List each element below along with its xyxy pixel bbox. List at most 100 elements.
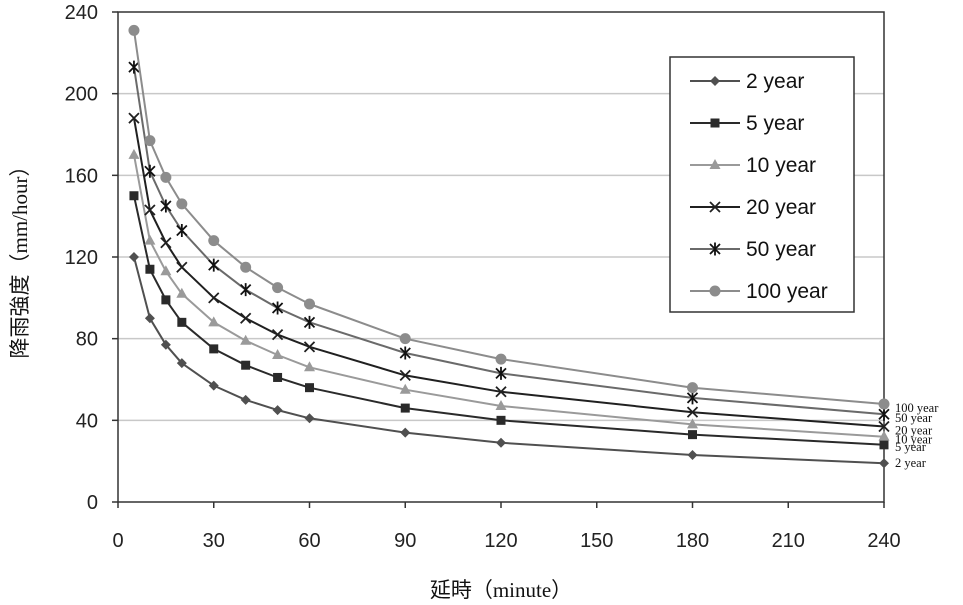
data-point bbox=[208, 258, 220, 272]
series-line bbox=[133, 195, 885, 446]
end-label: 10 year bbox=[895, 433, 933, 447]
data-point bbox=[495, 386, 507, 398]
data-point bbox=[495, 353, 507, 365]
data-point bbox=[144, 234, 156, 245]
end-label: 50 year bbox=[895, 411, 933, 425]
legend-marker bbox=[710, 76, 720, 86]
data-point bbox=[176, 223, 188, 237]
series-50-year bbox=[128, 60, 890, 421]
data-point bbox=[304, 361, 315, 372]
x-tick-label: 120 bbox=[484, 530, 517, 552]
data-point bbox=[304, 298, 315, 310]
data-point bbox=[272, 405, 283, 416]
data-point bbox=[128, 148, 140, 159]
data-point bbox=[144, 313, 155, 324]
legend-marker bbox=[710, 118, 720, 128]
data-point bbox=[305, 383, 314, 393]
x-axis-title: 延時（minute） bbox=[430, 578, 572, 602]
legend-label: 20 year bbox=[746, 196, 816, 219]
y-tick-label: 120 bbox=[65, 247, 98, 269]
data-point bbox=[688, 430, 697, 440]
legend-marker bbox=[709, 201, 721, 213]
data-point bbox=[399, 369, 411, 382]
data-point bbox=[495, 366, 507, 380]
data-point bbox=[400, 427, 411, 438]
data-point bbox=[399, 333, 411, 345]
data-point bbox=[176, 261, 188, 273]
legend: 2 year 5 year 10 year 20 year 50 year 100 yea… bbox=[669, 56, 855, 313]
x-tick-label: 60 bbox=[298, 530, 320, 552]
y-tick-label: 0 bbox=[87, 492, 98, 514]
series-2-year bbox=[128, 252, 889, 469]
data-point bbox=[878, 398, 890, 410]
x-tick-label: 0 bbox=[112, 530, 123, 552]
data-point bbox=[686, 391, 699, 405]
legend-item: 50 year bbox=[690, 238, 816, 261]
series-20-year bbox=[128, 112, 890, 433]
end-label: 2 year bbox=[895, 456, 927, 470]
legend-label: 10 year bbox=[746, 154, 816, 177]
data-point bbox=[495, 400, 507, 411]
data-point bbox=[145, 264, 155, 274]
data-point bbox=[879, 440, 889, 450]
data-point bbox=[687, 450, 698, 461]
legend-label: 100 year bbox=[746, 280, 828, 303]
data-point bbox=[496, 415, 506, 425]
data-point bbox=[208, 235, 220, 247]
y-tick-label: 160 bbox=[65, 165, 98, 187]
data-point bbox=[144, 164, 156, 178]
data-point bbox=[160, 339, 171, 350]
y-tick-label: 240 bbox=[65, 2, 98, 24]
legend-marker bbox=[709, 242, 721, 256]
data-point bbox=[160, 199, 172, 213]
series-lines bbox=[128, 24, 890, 469]
y-axis-title: 降雨強度（mm/hour） bbox=[8, 156, 32, 359]
data-point bbox=[400, 403, 410, 413]
legend-label: 5 year bbox=[746, 112, 804, 135]
data-point bbox=[272, 349, 284, 359]
data-point bbox=[208, 380, 219, 391]
series-5-year bbox=[129, 191, 889, 450]
data-point bbox=[160, 237, 172, 249]
y-axis-ticks: 0 40 80 120 160 200 240 bbox=[65, 2, 118, 514]
data-point bbox=[128, 252, 139, 262]
x-tick-label: 30 bbox=[203, 530, 225, 552]
legend-item: 100 year bbox=[690, 280, 828, 303]
data-point bbox=[496, 437, 506, 448]
data-point bbox=[240, 334, 252, 345]
data-point bbox=[128, 24, 140, 36]
data-point bbox=[129, 191, 139, 201]
legend-item: 10 year bbox=[690, 154, 816, 177]
legend-marker bbox=[709, 159, 721, 169]
data-point bbox=[177, 317, 187, 327]
data-point bbox=[160, 265, 172, 276]
x-tick-label: 90 bbox=[394, 530, 416, 552]
series-10-year bbox=[128, 148, 890, 441]
data-point bbox=[878, 407, 890, 421]
data-point bbox=[303, 315, 316, 329]
data-point bbox=[879, 458, 889, 469]
legend-label: 50 year bbox=[746, 238, 816, 261]
data-point bbox=[240, 312, 252, 324]
data-point bbox=[878, 420, 890, 433]
series-line bbox=[133, 256, 885, 465]
data-point bbox=[209, 344, 219, 354]
data-point bbox=[687, 382, 698, 394]
y-tick-label: 40 bbox=[76, 410, 98, 432]
data-point bbox=[128, 60, 140, 74]
x-tick-label: 210 bbox=[772, 530, 805, 552]
data-point bbox=[176, 358, 187, 369]
data-point bbox=[686, 406, 699, 418]
end-label: 100 year bbox=[895, 401, 939, 415]
end-label: 20 year bbox=[895, 423, 933, 437]
data-point bbox=[176, 198, 188, 210]
data-point bbox=[687, 418, 698, 429]
y-tick-label: 80 bbox=[76, 329, 98, 351]
data-point bbox=[878, 430, 890, 441]
x-tick-label: 180 bbox=[676, 530, 709, 552]
data-point bbox=[240, 283, 252, 297]
data-point bbox=[208, 316, 220, 327]
data-point bbox=[271, 328, 284, 341]
legend-item: 20 year bbox=[690, 196, 816, 219]
